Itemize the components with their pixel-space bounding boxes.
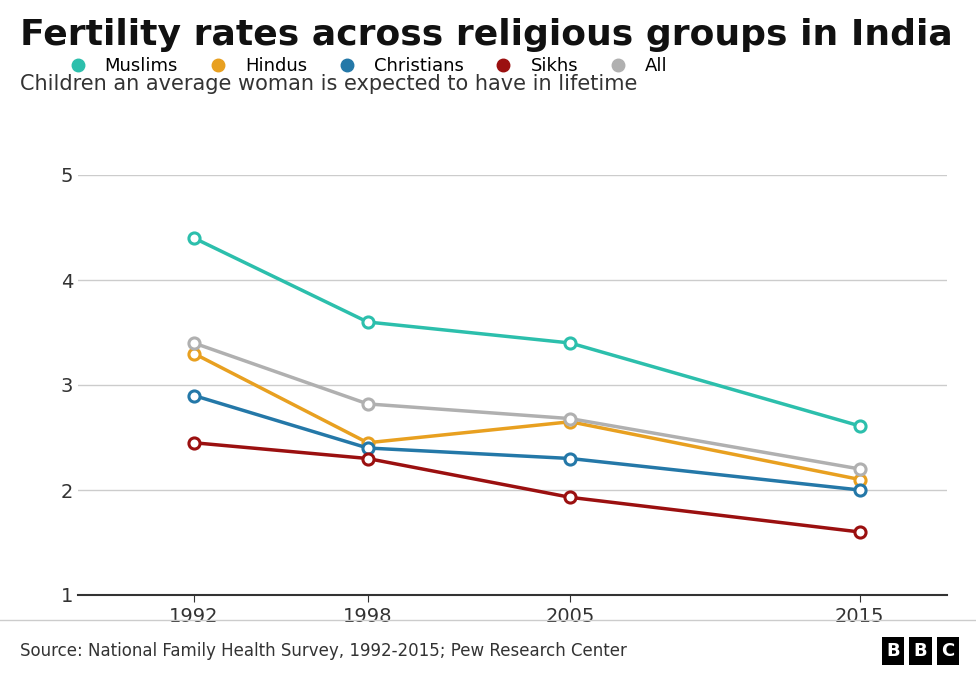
Text: Children an average woman is expected to have in lifetime: Children an average woman is expected to… [20, 74, 637, 94]
Text: Source: National Family Health Survey, 1992-2015; Pew Research Center: Source: National Family Health Survey, 1… [20, 642, 627, 660]
Text: Fertility rates across religious groups in India: Fertility rates across religious groups … [20, 18, 953, 52]
Legend: Muslims, Hindus, Christians, Sikhs, All: Muslims, Hindus, Christians, Sikhs, All [53, 50, 674, 82]
Text: B: B [886, 642, 900, 660]
Text: B: B [914, 642, 927, 660]
Text: C: C [941, 642, 955, 660]
